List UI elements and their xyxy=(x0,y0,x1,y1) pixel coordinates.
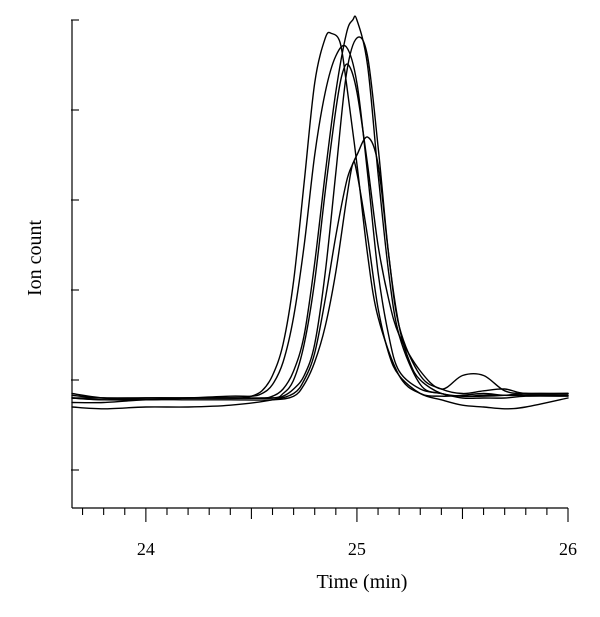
axes: 24 25 26 xyxy=(71,19,577,559)
chromatogram-trace-6 xyxy=(71,161,569,410)
x-axis-title: Time (min) xyxy=(317,571,408,593)
chromatogram-trace-5 xyxy=(71,136,569,410)
x-tick-label: 25 xyxy=(348,539,366,559)
chromatogram-trace-4 xyxy=(71,63,569,400)
chromatogram-trace-7 xyxy=(71,44,569,401)
x-tick-label: 26 xyxy=(559,539,577,559)
chromatogram-trace-2 xyxy=(71,15,569,401)
y-axis-title: Ion count xyxy=(24,220,46,297)
chromatogram-traces xyxy=(71,15,569,410)
x-tick-label: 24 xyxy=(137,539,155,559)
